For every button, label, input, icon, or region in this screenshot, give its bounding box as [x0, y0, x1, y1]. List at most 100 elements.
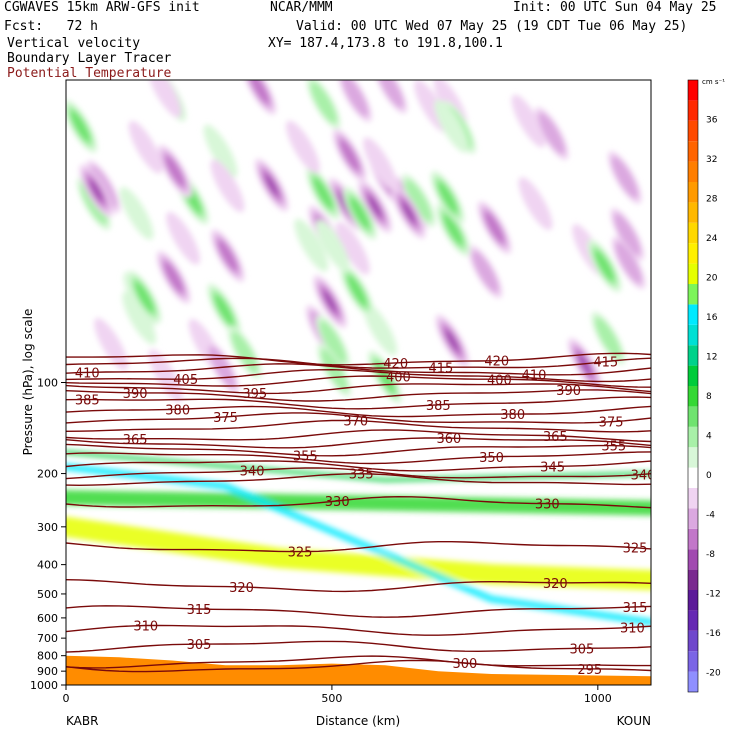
theta-contour-label: 375	[213, 411, 238, 426]
updraft-cell	[594, 317, 622, 360]
theta-contour-label: 310	[133, 620, 158, 635]
theta-contour-label: 365	[123, 433, 148, 448]
updraft-cell	[434, 99, 469, 153]
center-label: NCAR/MMM	[270, 0, 333, 15]
field-vertical-velocity: Vertical velocity	[7, 36, 141, 51]
theta-contour-label: 315	[623, 601, 648, 616]
theta-contour-305	[66, 640, 651, 653]
colorbar-bin	[688, 161, 698, 182]
theta-contour-420	[66, 352, 651, 366]
field-potential-temperature: Potential Temperature	[7, 66, 172, 81]
valid-time: Valid: 00 UTC Wed 07 May 25 (19 CDT Tue …	[296, 19, 688, 34]
colorbar-bin	[688, 549, 698, 570]
colorbar-bin	[688, 426, 698, 448]
y-tick-label: 500	[37, 588, 58, 601]
updraft-cell	[594, 250, 615, 282]
colorbar-bin	[688, 386, 698, 407]
colorbar-bin	[688, 243, 698, 264]
theta-contour-355	[66, 443, 651, 457]
colorbar-label: 24	[706, 234, 718, 244]
y-tick-label: 800	[37, 650, 58, 663]
colorbar-bin	[688, 141, 698, 162]
theta-contour-380	[66, 405, 651, 418]
theta-contour-365	[66, 429, 651, 443]
updraft-cell	[437, 181, 458, 214]
plot-frame	[65, 79, 652, 686]
colorbar-bin	[688, 345, 698, 366]
downdraft-cell	[484, 211, 505, 244]
theta-contour-label: 380	[165, 403, 190, 418]
theta-contour-label: 355	[601, 440, 626, 455]
theta-contour-320	[66, 579, 651, 593]
colorbar-label: -8	[706, 550, 715, 560]
updraft-cell	[119, 186, 154, 240]
colorbar-bin	[688, 488, 698, 509]
colorbar-label: -4	[706, 510, 715, 520]
downdraft-cell	[210, 159, 245, 213]
theta-contour-label: 420	[383, 357, 408, 372]
downdraft-cell	[613, 213, 641, 256]
downdraft-cell	[147, 80, 182, 118]
colorbar-bin	[688, 406, 698, 427]
colorbar-bin	[688, 120, 698, 142]
downdraft-cell	[339, 139, 360, 171]
y-axis-label: Pressure (hPa), log scale	[21, 309, 35, 456]
theta-contour-295	[66, 659, 651, 673]
updraft-cell	[310, 81, 338, 124]
downdraft-cell	[368, 196, 382, 217]
colorbar-bin	[688, 671, 698, 692]
colorbar-bin	[688, 630, 698, 652]
x-axis-label: Distance (km)	[316, 714, 400, 728]
theta-contour-label: 340	[631, 468, 651, 483]
theta-contour-370	[66, 419, 651, 433]
colorbar-bin	[688, 263, 698, 284]
theta-contour-label: 305	[187, 638, 212, 653]
colorbar-bin	[688, 222, 698, 244]
colorbar-bin	[688, 610, 698, 631]
updraft-cell	[315, 219, 350, 273]
updraft-cell	[203, 124, 238, 178]
colorbar-label: -20	[706, 668, 721, 678]
field-boundary-layer-tracer: Boundary Layer Tracer	[7, 51, 172, 66]
vertical-velocity-band	[66, 516, 651, 591]
vertical-velocity-band	[66, 463, 651, 626]
theta-contour-405	[66, 368, 651, 383]
theta-contour-label: 390	[556, 384, 581, 399]
forecast-hour: Fcst: 72 h	[4, 19, 98, 34]
theta-contour-400	[66, 375, 651, 388]
y-tick-label: 400	[37, 559, 58, 572]
theta-contour-415	[66, 357, 651, 369]
updraft-cell	[214, 294, 235, 326]
model-title: CGWAVES 15km ARW-GFS init	[4, 0, 200, 15]
downdraft-cell	[217, 239, 238, 272]
y-tick-label: 300	[37, 521, 58, 534]
theta-contour-label: 330	[535, 498, 560, 513]
downdraft-cell	[285, 120, 320, 174]
theta-contour-label: 375	[599, 416, 624, 431]
updraft-cell	[70, 110, 91, 143]
downdraft-cell	[165, 155, 185, 187]
theta-contour-385	[66, 396, 651, 410]
updraft-cell	[134, 281, 155, 313]
theta-contour-label: 370	[343, 415, 368, 430]
cross-section-plot: 295 300 305 305 310 310 315 315 320 320 325 325 330 3…	[66, 80, 651, 685]
x-end-station: KOUN	[617, 714, 651, 728]
downdraft-cell	[538, 112, 566, 155]
colorbar-bin	[688, 304, 698, 325]
downdraft-cell	[511, 94, 546, 148]
colorbar-bin	[688, 324, 698, 346]
theta-contour-label: 395	[242, 387, 267, 402]
theta-contour-label: 340	[240, 465, 265, 480]
theta-contour-label: 310	[620, 621, 645, 636]
colorbar-label: 36	[706, 116, 718, 126]
plot-area: 295 300 305 305 310 310 315 315 320 320 325 325 330 3…	[66, 80, 651, 685]
colorbar-bin	[688, 569, 698, 590]
updraft-cell	[319, 320, 347, 363]
updraft-cell	[122, 291, 157, 345]
theta-contour-label: 380	[500, 408, 525, 423]
theta-contour-label: 305	[569, 642, 594, 657]
cross-section-coords: XY= 187.4,173.8 to 191.8,100.1	[268, 36, 503, 51]
theta-contour-315	[66, 605, 651, 618]
theta-contour-300	[66, 655, 651, 669]
